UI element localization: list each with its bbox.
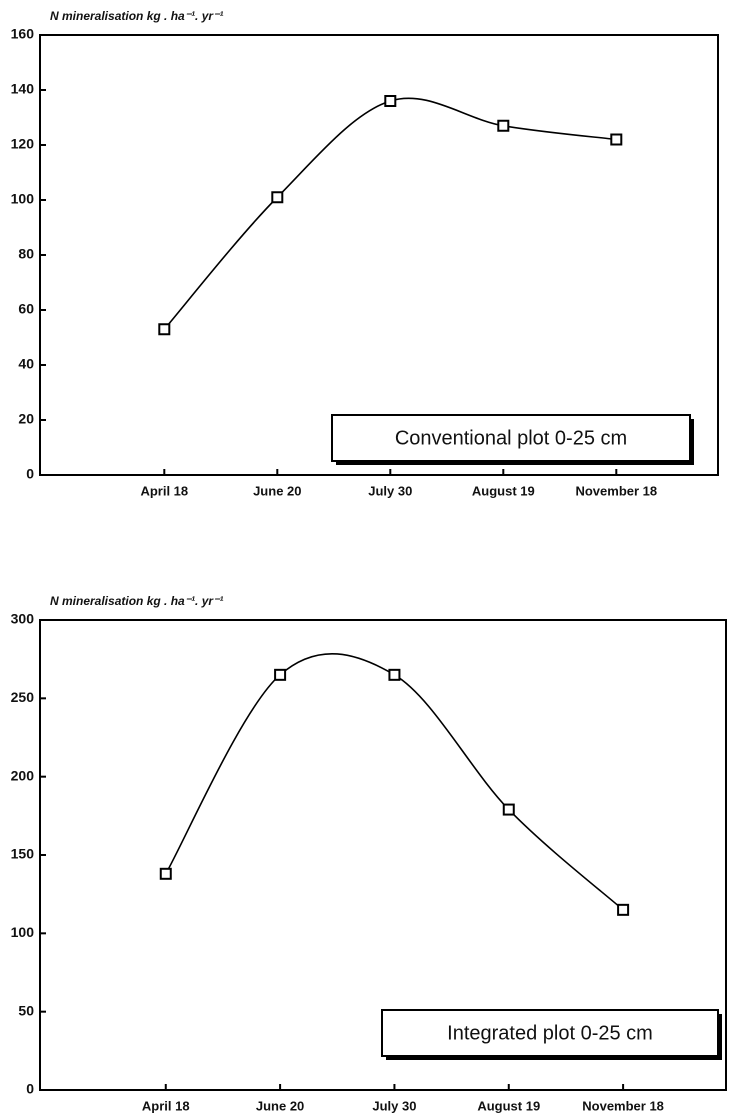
x-tick-label: November 18 xyxy=(575,483,657,498)
x-tick-label: June 20 xyxy=(253,483,301,498)
y-tick-label: 20 xyxy=(18,411,34,427)
y-tick-label: 0 xyxy=(26,466,34,482)
x-tick-label: July 30 xyxy=(372,1098,416,1113)
x-tick-label: November 18 xyxy=(582,1098,664,1113)
marker xyxy=(610,133,623,146)
y-tick-label: 120 xyxy=(11,136,35,152)
y-tick-label: 160 xyxy=(11,26,35,42)
plot-frame xyxy=(39,34,719,476)
y-tick-label: 60 xyxy=(18,301,34,317)
annotation-box xyxy=(381,1009,719,1057)
marker xyxy=(159,867,172,880)
annotation: Integrated plot 0-25 cm xyxy=(447,1022,653,1044)
y-tick-label: 40 xyxy=(18,356,34,372)
x-tick-label: April 18 xyxy=(140,483,188,498)
y-tick-label: 100 xyxy=(11,924,35,940)
marker xyxy=(271,191,284,204)
y-axis-label: N mineralisation kg . ha⁻¹. yr⁻¹ xyxy=(50,594,223,608)
y-tick-label: 300 xyxy=(11,611,35,627)
x-tick-label: April 18 xyxy=(142,1098,190,1113)
marker xyxy=(497,119,510,132)
y-tick-label: 80 xyxy=(18,246,34,262)
marker xyxy=(617,903,630,916)
marker xyxy=(388,668,401,681)
y-tick-label: 200 xyxy=(11,767,35,783)
x-tick-label: August 19 xyxy=(472,483,535,498)
marker xyxy=(158,323,171,336)
x-tick-label: June 20 xyxy=(256,1098,304,1113)
curve xyxy=(165,653,624,911)
y-tick-label: 100 xyxy=(11,191,35,207)
marker xyxy=(384,95,397,107)
y-tick-label: 250 xyxy=(11,689,35,705)
marker xyxy=(274,668,287,681)
y-axis-label: N mineralisation kg . ha⁻¹. yr⁻¹ xyxy=(50,9,223,23)
x-tick-label: July 30 xyxy=(368,483,412,498)
marker xyxy=(502,803,515,816)
x-tick-label: August 19 xyxy=(477,1098,540,1113)
curve xyxy=(163,97,617,330)
y-tick-label: 50 xyxy=(18,1002,34,1018)
annotation: Conventional plot 0-25 cm xyxy=(395,427,627,449)
y-tick-label: 0 xyxy=(26,1081,34,1097)
y-tick-label: 140 xyxy=(11,81,35,97)
y-tick-label: 150 xyxy=(11,846,35,862)
annotation-box xyxy=(331,414,691,462)
